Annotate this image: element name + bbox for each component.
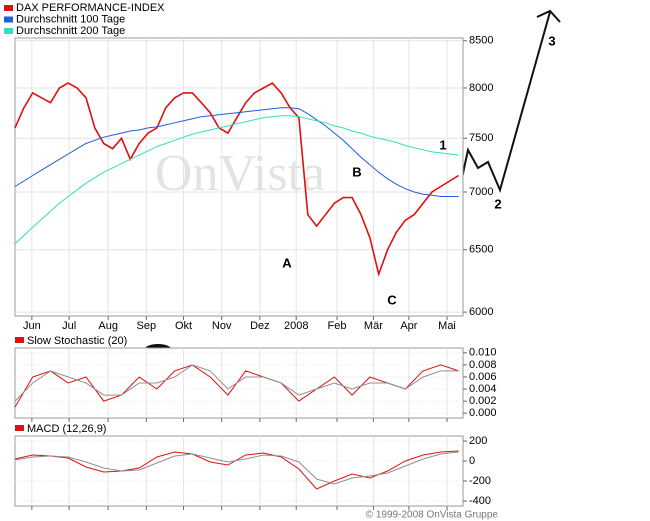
y-tick-label: 0.006 xyxy=(469,371,497,383)
title-swatch xyxy=(15,337,24,343)
y-tick-label: 8000 xyxy=(469,82,493,94)
x-tick-label: Apr xyxy=(400,320,417,332)
x-tick-label: Sep xyxy=(137,320,157,332)
y-tick-label: 7000 xyxy=(469,186,493,198)
plot-area xyxy=(14,37,464,317)
x-tick-label: Aug xyxy=(98,320,118,332)
y-tick-label: 6000 xyxy=(469,306,493,318)
series-line xyxy=(14,364,459,402)
x-tick-label: Jul xyxy=(62,320,76,332)
y-tick-label: 8500 xyxy=(469,35,493,47)
annotation: 1 xyxy=(439,137,446,152)
x-tick-label: Mai xyxy=(438,320,456,332)
legend-swatch xyxy=(4,5,13,11)
y-tick-label: 0 xyxy=(469,455,475,467)
legend-swatch xyxy=(4,28,13,34)
plot-area xyxy=(14,347,464,419)
x-tick-label: Okt xyxy=(175,320,192,332)
x-tick-label: Dez xyxy=(250,320,270,332)
y-tick-label: 0.010 xyxy=(469,347,497,359)
y-tick-label: 0.002 xyxy=(469,395,497,407)
series-line xyxy=(14,115,459,245)
panel-title: MACD (12,26,9) xyxy=(27,423,106,435)
y-tick-label: -400 xyxy=(469,495,491,507)
y-tick-label: 0.000 xyxy=(469,407,497,419)
title-swatch xyxy=(15,425,24,431)
panel-title: Slow Stochastic (20) xyxy=(27,335,127,347)
legend-swatch xyxy=(4,16,13,23)
annotation: B xyxy=(352,164,361,179)
y-tick-label: 0.008 xyxy=(469,359,497,371)
source: © 1999-2008 OnVista Gruppe xyxy=(366,510,499,521)
watermark: OnVista xyxy=(155,145,325,202)
x-tick-label: Nov xyxy=(212,320,232,332)
x-tick-label: Jun xyxy=(23,320,41,332)
legend-label: Durchschnitt 100 Tage xyxy=(16,13,125,25)
y-tick-label: 200 xyxy=(469,435,487,447)
series-line xyxy=(14,82,460,277)
legend-label: DAX PERFORMANCE-INDEX xyxy=(16,2,165,14)
x-tick-label: 2008 xyxy=(284,320,308,332)
hand-arrow xyxy=(461,11,551,193)
series-line xyxy=(14,451,459,485)
x-tick-label: Feb xyxy=(328,320,347,332)
series-line xyxy=(14,107,459,197)
annotation: C xyxy=(387,292,397,307)
y-tick-label: 0.004 xyxy=(469,383,497,395)
annotation: A xyxy=(282,255,292,270)
arrow-head xyxy=(536,9,561,23)
plot-area xyxy=(14,435,464,507)
y-tick-label: 6500 xyxy=(469,244,493,256)
annotation: 3 xyxy=(548,33,555,48)
y-tick-label: -200 xyxy=(469,475,491,487)
x-tick-label: Mär xyxy=(364,320,383,332)
legend-label: Durchschnitt 200 Tage xyxy=(16,25,125,37)
annotation: 2 xyxy=(494,196,501,211)
y-tick-label: 7500 xyxy=(469,132,493,144)
